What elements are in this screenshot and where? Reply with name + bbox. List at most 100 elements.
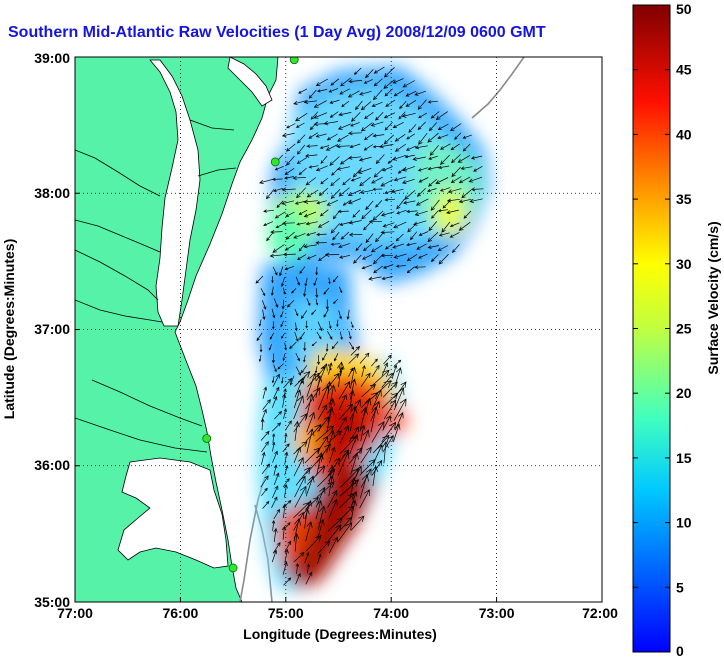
velocity-arrow (303, 199, 318, 204)
velocity-arrow (293, 389, 302, 409)
velocity-arrow (414, 90, 427, 96)
velocity-arrow (333, 298, 339, 304)
velocity-arrow (293, 233, 306, 239)
velocity-arrow (339, 331, 343, 341)
velocity-arrow (360, 424, 366, 442)
velocity-arrow (295, 466, 311, 486)
velocity-arrow (323, 121, 339, 126)
velocity-arrow (316, 481, 335, 498)
velocity-arrow (463, 210, 472, 219)
velocity-arrow (337, 134, 349, 142)
velocity-arrow (358, 156, 372, 162)
velocity-arrow (439, 143, 451, 150)
velocity-arrow (332, 231, 340, 241)
velocity-arrow (273, 464, 278, 476)
velocity-arrow (340, 77, 351, 87)
velocity-arrow (327, 517, 343, 532)
velocity-arrow (293, 395, 304, 420)
velocity-arrow (293, 446, 301, 464)
velocity-arrow (336, 319, 339, 328)
velocity-arrow (296, 144, 306, 155)
velocity-arrow (383, 354, 392, 365)
velocity-arrow (361, 364, 366, 378)
velocity-arrow (392, 154, 407, 161)
velocity-arrow (258, 319, 262, 327)
x-tick-labels: 77:00 76:00 75:00 74:00 73:00 72:00 (57, 605, 618, 621)
velocity-arrow (269, 332, 275, 340)
velocity-arrow (437, 123, 449, 130)
velocity-arrow (383, 134, 394, 145)
velocity-arrow (370, 406, 379, 433)
velocity-arrow (272, 450, 278, 463)
velocity-arrow (394, 381, 407, 399)
velocity-arrow (304, 278, 308, 287)
colorbar-label: Surface Velocity (cm/s) (705, 221, 721, 374)
velocity-arrow (351, 112, 361, 122)
velocity-arrow (384, 198, 396, 202)
velocity-arrow (305, 521, 313, 542)
velocity-arrow (428, 122, 438, 132)
colorbar-ticks: 0 5 10 15 20 25 30 35 40 45 50 (633, 1, 692, 659)
velocity-arrow (450, 123, 462, 132)
velocity-arrow (272, 373, 280, 387)
velocity-arrow (396, 209, 407, 215)
velocity-arrow (348, 220, 362, 225)
velocity-arrow (261, 451, 266, 465)
velocity-arrow (394, 411, 404, 431)
velocity-arrow (266, 189, 275, 200)
velocity-arrow (326, 199, 339, 206)
velocity-arrow (315, 78, 328, 86)
velocity-arrow (418, 231, 429, 236)
velocity-arrow (296, 222, 306, 226)
velocity-arrow (272, 244, 285, 253)
velocity-arrow (285, 231, 295, 240)
velocity-arrow (286, 143, 296, 152)
velocity-arrow (282, 478, 290, 488)
velocity-arrow (429, 145, 439, 156)
velocity-arrow (380, 211, 395, 217)
velocity-arrow (281, 393, 287, 408)
velocity-arrow (281, 376, 284, 384)
velocity-arrow (340, 366, 344, 377)
velocity-arrow (338, 187, 350, 197)
velocity-arrow (395, 233, 404, 242)
velocity-arrow (380, 253, 393, 258)
velocity-arrow (328, 536, 339, 554)
velocity-arrow (359, 189, 374, 195)
velocity-arrow (405, 90, 417, 97)
velocity-arrow (352, 167, 363, 178)
velocity-arrow (258, 178, 273, 185)
velocity-arrow (284, 420, 292, 431)
velocity-arrow (255, 275, 264, 284)
velocity-arrow (322, 352, 328, 361)
velocity-arrow (271, 177, 283, 182)
velocity-arrow (375, 200, 383, 208)
velocity-arrow (283, 377, 293, 389)
velocity-arrow (320, 177, 329, 185)
velocity-arrow (338, 394, 347, 411)
velocity-arrow (286, 300, 295, 308)
velocity-arrow (382, 381, 398, 398)
velocity-arrow (272, 485, 279, 499)
velocity-arrow (300, 365, 308, 374)
velocity-arrow (384, 121, 393, 131)
velocity-arrow (273, 386, 280, 399)
velocity-arrow (304, 551, 310, 563)
velocity-arrow (273, 187, 284, 192)
velocity-arrow (280, 277, 285, 288)
velocity-arrow (365, 69, 374, 79)
velocity-arrow (292, 175, 306, 181)
velocity-arrow (328, 524, 342, 541)
velocity-arrow (305, 221, 318, 226)
velocity-arrow (299, 266, 306, 274)
delaware-bay (227, 57, 273, 107)
velocity-arrow (348, 330, 352, 340)
velocity-arrow (451, 244, 460, 253)
velocity-arrow (305, 153, 318, 158)
velocity-arrow (336, 144, 351, 149)
velocity-arrow (339, 516, 353, 532)
velocity-arrow (372, 210, 384, 221)
velocity-arrow (394, 143, 407, 152)
velocity-arrow (363, 79, 373, 84)
